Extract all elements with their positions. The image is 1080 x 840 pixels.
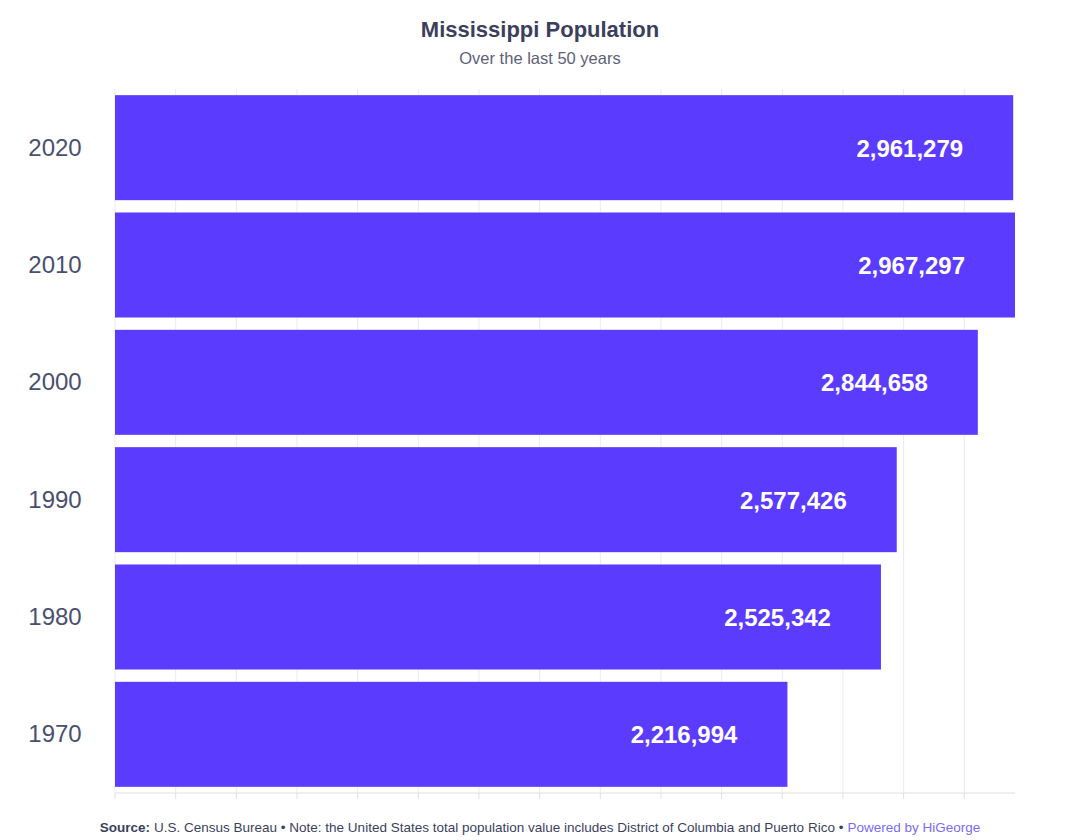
data-label: 2,525,342 <box>724 604 831 631</box>
tick-mark <box>721 793 722 799</box>
category-label: 2020 <box>28 134 81 161</box>
source: U.S. Census Bureau • Note: the United St… <box>154 820 844 835</box>
chart-svg: Mississippi Population Over the last 50 y… <box>0 0 1080 840</box>
tick-mark <box>357 793 358 799</box>
subtitle: Over the last 50 years <box>459 49 620 67</box>
tick-mark <box>600 793 601 799</box>
tick-mark <box>539 793 540 799</box>
category-label: 1990 <box>28 486 81 513</box>
tick-mark <box>660 793 661 799</box>
footer: Source: U.S. Census Bureau • Note: the Un… <box>100 820 980 835</box>
data-label: 2,961,279 <box>856 135 963 162</box>
title: Mississippi Population <box>421 17 659 42</box>
tick-mark <box>478 793 479 799</box>
data-label: 2,844,658 <box>821 369 928 396</box>
category-label: 1980 <box>28 603 81 630</box>
tick-mark <box>236 793 237 799</box>
tick-mark <box>842 793 843 799</box>
tick-mark <box>175 793 176 799</box>
bar <box>115 447 897 552</box>
bars <box>115 95 1015 787</box>
labels: 2020 2,961,279 2010 2,967,297 2000 2,844,658 1… <box>28 134 965 749</box>
source-label: Source: <box>100 820 150 835</box>
bar <box>115 95 1013 200</box>
tick-mark <box>418 793 419 799</box>
tick-mark <box>782 793 783 799</box>
tick-mark <box>296 793 297 799</box>
data-label: 2,216,994 <box>631 721 738 748</box>
credit: Powered by HiGeorge <box>847 820 980 835</box>
bar <box>115 212 1015 317</box>
category-label: 1970 <box>28 720 81 747</box>
tick-mark <box>115 793 116 799</box>
category-label: 2000 <box>28 368 81 395</box>
bar <box>115 330 978 435</box>
chart-container: Mississippi Population Over the last 50 y… <box>0 0 1080 840</box>
data-label: 2,577,426 <box>740 487 847 514</box>
bar <box>115 564 881 669</box>
tick-mark <box>903 793 904 799</box>
tick-mark <box>964 793 965 799</box>
bar <box>115 682 787 787</box>
category-label: 2010 <box>28 251 81 278</box>
data-label: 2,967,297 <box>858 252 965 279</box>
x-axis-line <box>115 793 1015 794</box>
